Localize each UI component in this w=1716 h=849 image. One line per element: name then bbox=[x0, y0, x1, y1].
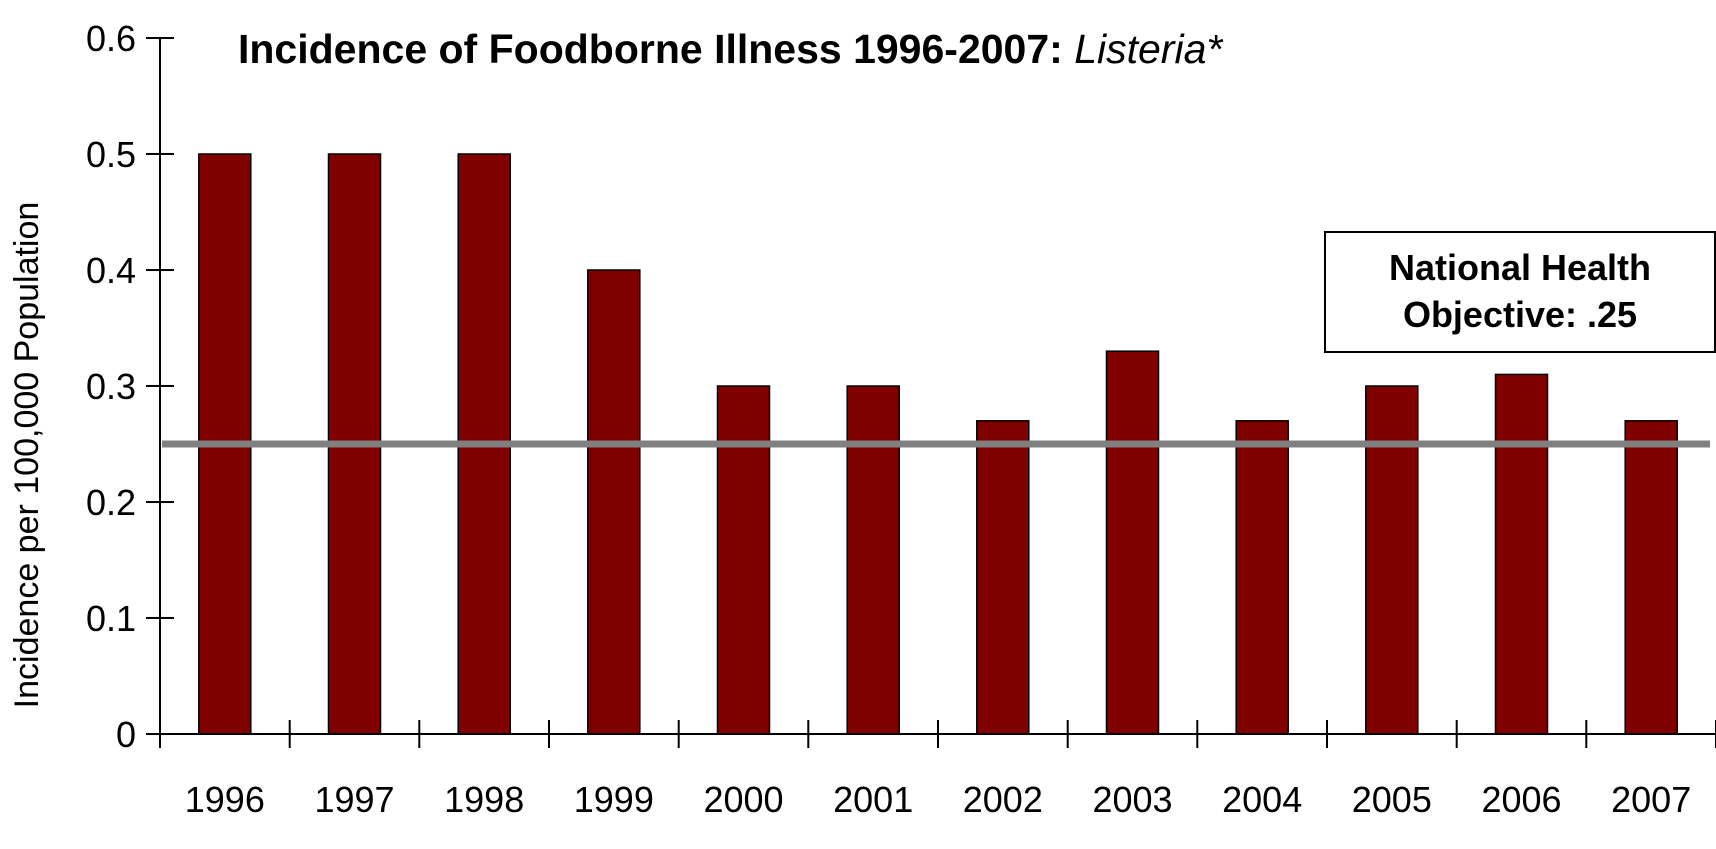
x-tick-label-2002: 2002 bbox=[963, 779, 1043, 820]
chart-title: Incidence of Foodborne Illness 1996-2007… bbox=[238, 26, 1222, 73]
chart-title-italic: Listeria* bbox=[1074, 26, 1223, 72]
y-tick-label: 0.6 bbox=[86, 18, 136, 59]
y-tick-label: 0.1 bbox=[86, 598, 136, 639]
y-tick-label: 0.2 bbox=[86, 482, 136, 523]
tick-labels-layer: 0 0.1 0.2 0.3 0.4 0.5 0.6 1996 1997 1998 1999 2000 2… bbox=[86, 18, 1691, 820]
x-tick-label-2004: 2004 bbox=[1222, 779, 1302, 820]
bar-2005 bbox=[1365, 385, 1419, 735]
x-tick-label-2000: 2000 bbox=[703, 779, 783, 820]
x-tick-label-2007: 2007 bbox=[1611, 779, 1691, 820]
annotation-line-1: National Health bbox=[1388, 247, 1652, 289]
bar-2007 bbox=[1624, 420, 1678, 735]
x-tick-label-2001: 2001 bbox=[833, 779, 913, 820]
y-tick-label: 0 bbox=[116, 714, 136, 755]
y-tick-label: 0.4 bbox=[86, 250, 136, 291]
x-tick-label-1996: 1996 bbox=[185, 779, 265, 820]
bar-2004 bbox=[1235, 420, 1289, 735]
x-tick-label-2006: 2006 bbox=[1481, 779, 1561, 820]
chart-title-main: Incidence of Foodborne Illness 1996-2007… bbox=[238, 26, 1075, 72]
bar-2002 bbox=[976, 420, 1030, 735]
y-axis-label: Incidence per 100,000 Population bbox=[8, 201, 46, 709]
x-tick-label-1999: 1999 bbox=[574, 779, 654, 820]
y-tick-label: 0.3 bbox=[86, 366, 136, 407]
annotation-line-2: Objective: .25 bbox=[1402, 294, 1638, 335]
reference-annotation-box: National Health Objective: .25 bbox=[1324, 231, 1716, 353]
x-tick-label-2005: 2005 bbox=[1352, 779, 1432, 820]
bar-2001 bbox=[846, 385, 900, 735]
bar-2000 bbox=[716, 385, 771, 735]
axes-layer bbox=[146, 37, 1716, 748]
x-tick-label-2003: 2003 bbox=[1092, 779, 1172, 820]
x-tick-label-1998: 1998 bbox=[444, 779, 524, 820]
bar-1999 bbox=[587, 269, 641, 735]
y-tick-label: 0.5 bbox=[86, 134, 136, 175]
bar-2006 bbox=[1494, 373, 1549, 735]
bar-2003 bbox=[1105, 350, 1160, 735]
x-tick-label-1997: 1997 bbox=[314, 779, 394, 820]
